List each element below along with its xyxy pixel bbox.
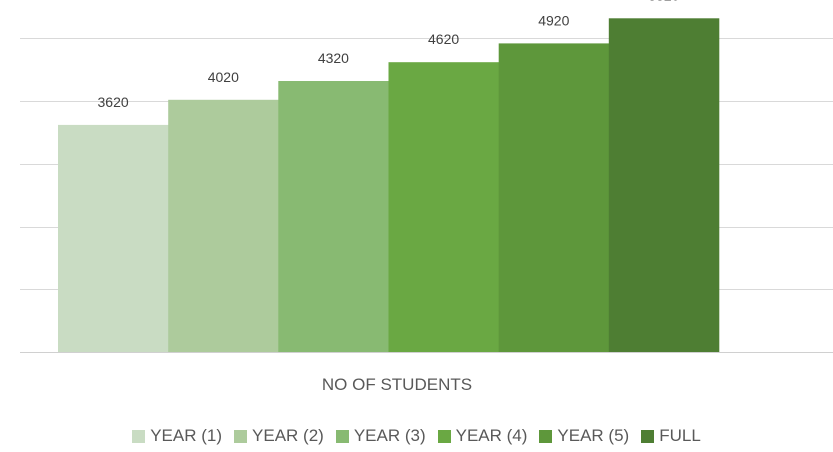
- bar: [608, 18, 720, 353]
- legend-label: YEAR (4): [455, 426, 528, 445]
- legend-label: YEAR (2): [252, 426, 324, 445]
- legend-swatch: [539, 429, 553, 443]
- x-axis-label: NO OF STUDENTS: [322, 375, 472, 394]
- legend-item: FULL: [641, 426, 701, 446]
- data-label: 5320: [648, 0, 679, 3]
- data-label: 4020: [208, 69, 239, 85]
- legend: YEAR (1) YEAR (2) YEAR (3) YEAR (4) YEAR (5)…: [0, 426, 833, 446]
- legend-swatch: [234, 429, 248, 443]
- legend-label: YEAR (3): [353, 426, 426, 445]
- legend-item: YEAR (5): [539, 426, 629, 446]
- data-label: 4320: [318, 50, 349, 66]
- legend-swatch: [437, 429, 451, 443]
- legend-label: YEAR (1): [150, 426, 223, 445]
- data-label: 3620: [98, 94, 129, 110]
- bar: [58, 124, 169, 353]
- legend-label: YEAR (5): [557, 426, 630, 445]
- legend-swatch: [641, 429, 655, 443]
- data-labels: 3620 4020 4320 4620 4920 5320: [98, 0, 680, 110]
- bar: [498, 43, 610, 353]
- legend-item: YEAR (4): [437, 426, 528, 446]
- legend-swatch: [132, 429, 146, 443]
- bar: [168, 99, 279, 352]
- bar: [278, 81, 389, 352]
- legend-item: YEAR (3): [335, 426, 426, 446]
- legend-swatch: [335, 429, 349, 443]
- bars: [58, 18, 720, 353]
- data-label: 4620: [428, 31, 459, 47]
- bar: [388, 62, 499, 352]
- legend-item: YEAR (2): [234, 426, 324, 446]
- legend-label: FULL: [659, 426, 701, 445]
- legend-item: YEAR (1): [132, 426, 222, 446]
- bar-chart: 3620 4020 4320 4620 4920 5320 NO OF STUDENTS: [20, 0, 833, 394]
- data-label: 4920: [538, 12, 569, 28]
